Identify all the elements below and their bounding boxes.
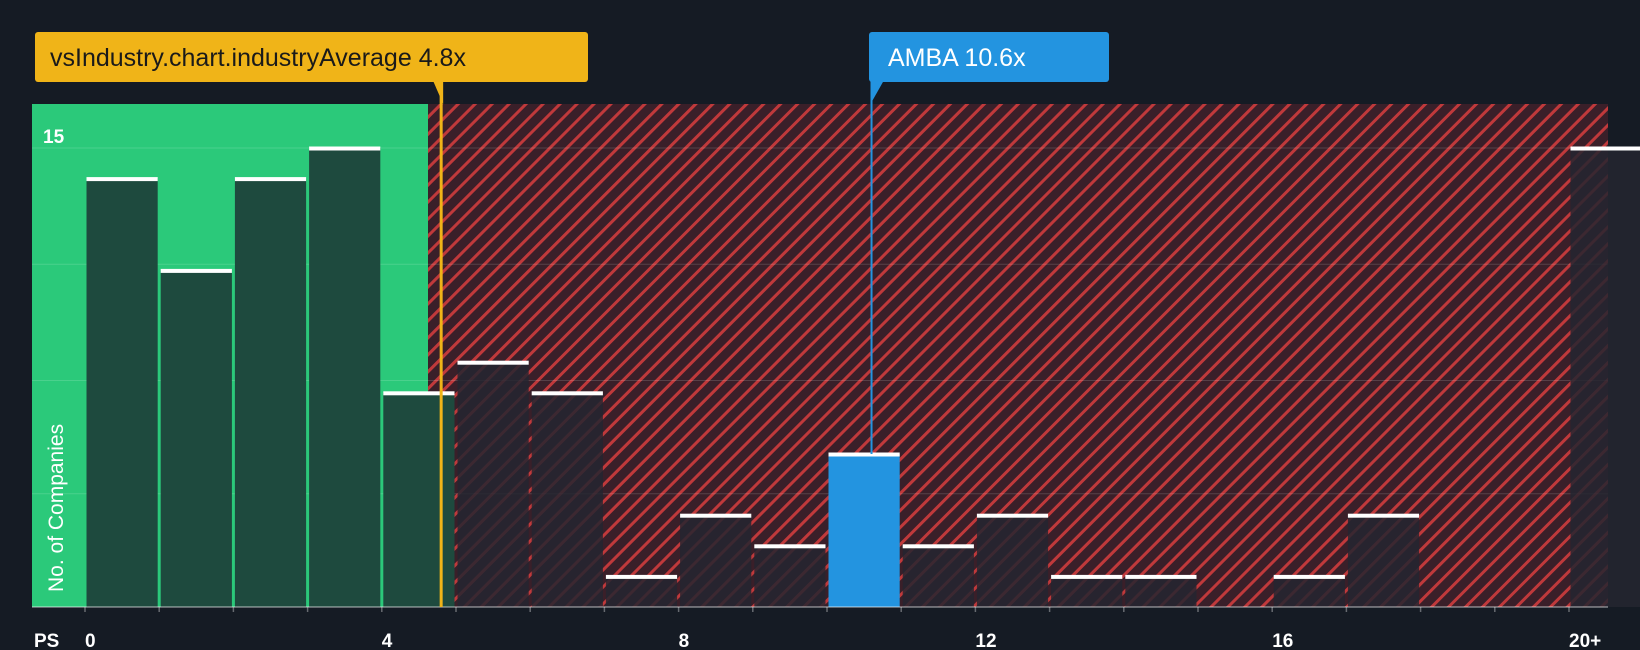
- bar-14: [1125, 576, 1197, 607]
- x-tick-label: 20+: [1569, 631, 1601, 650]
- x-tick-label: 8: [679, 631, 690, 650]
- bar-15: [1273, 576, 1345, 607]
- bar-cap-0: [86, 177, 158, 182]
- bar-cap-16: [1347, 513, 1420, 518]
- bar-16: [1347, 515, 1420, 607]
- bar-9: [754, 545, 826, 607]
- bar-2: [234, 178, 307, 607]
- company-pointer: [870, 81, 884, 104]
- x-tick-label: 12: [975, 631, 996, 650]
- x-tick-label: 4: [382, 631, 393, 650]
- bar-cap-12: [976, 513, 1049, 518]
- bar-cap-2: [234, 177, 307, 182]
- bar-cap-11: [902, 544, 974, 549]
- bar-7: [605, 576, 678, 607]
- bar-11: [902, 545, 974, 607]
- bar-0: [86, 178, 158, 607]
- y-axis-title: No. of Companies: [45, 424, 68, 592]
- y-tick-label: 15: [43, 127, 65, 148]
- bar-4: [383, 392, 455, 607]
- x-tick-label: 0: [85, 631, 96, 650]
- x-tick-label: 16: [1272, 631, 1293, 650]
- industry-average-label: vsIndustry.chart.industryAverage 4.8x: [50, 44, 466, 72]
- x-axis-title: PS: [34, 631, 59, 650]
- bar-13: [1051, 576, 1123, 607]
- bar-series: [86, 146, 1640, 607]
- bar-cap-8: [680, 513, 752, 518]
- company-label: AMBA 10.6x: [888, 44, 1026, 72]
- x-axis: PS 0 4 8 12 16 20+ 15: [32, 127, 1608, 650]
- bar-cap-3: [309, 146, 381, 151]
- bar-cap-10: [828, 452, 900, 457]
- bar-17: [1570, 148, 1640, 607]
- bar-cap-5: [457, 360, 529, 365]
- bar-cap-4: [383, 391, 455, 396]
- bar-12: [976, 515, 1049, 607]
- bar-cap-17: [1570, 146, 1640, 151]
- bar-cap-1: [160, 268, 232, 273]
- bar-5: [457, 362, 529, 607]
- bar-cap-15: [1273, 574, 1345, 579]
- bar-cap-6: [531, 391, 603, 396]
- bar-cap-7: [605, 574, 678, 579]
- bar-cap-14: [1125, 574, 1197, 579]
- company-callout: [869, 32, 1109, 82]
- industry-average-callout: [35, 32, 588, 82]
- bar-3: [309, 148, 381, 607]
- bar-1: [160, 270, 232, 607]
- bar-6: [531, 392, 603, 607]
- bar-cap-9: [754, 544, 826, 549]
- bar-highlighted-10: [828, 454, 900, 607]
- bar-cap-13: [1051, 574, 1123, 579]
- industry-average-pointer: [433, 81, 444, 104]
- bar-8: [680, 515, 752, 607]
- value-markers: vsIndustry.chart.industryAverage 4.8x AMB…: [35, 32, 1109, 607]
